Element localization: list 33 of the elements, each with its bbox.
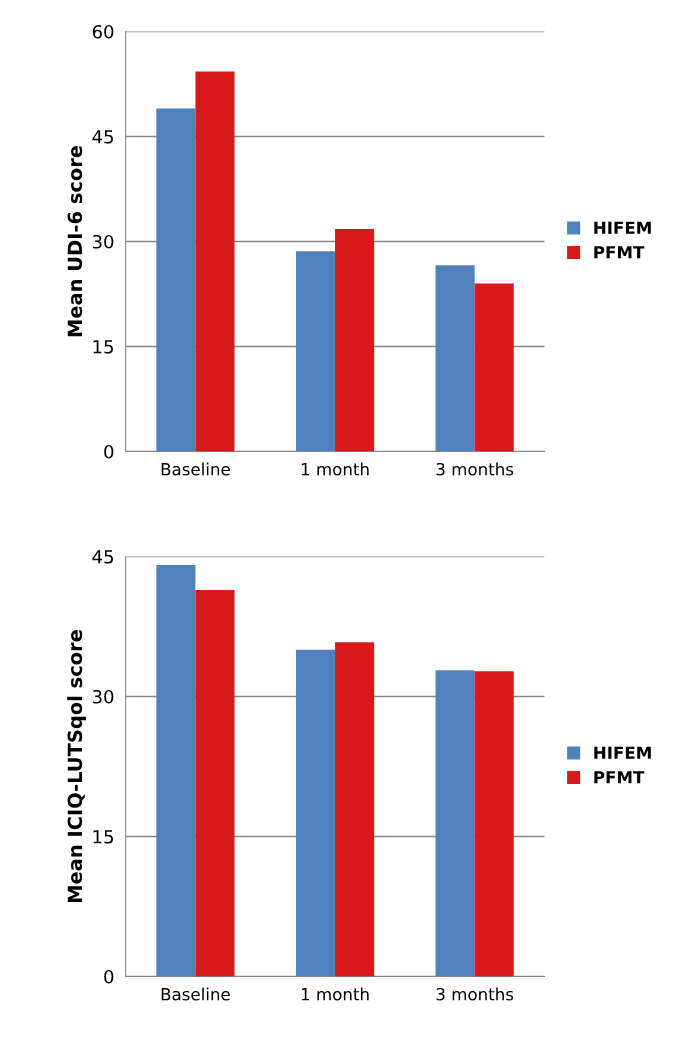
- bar: [335, 642, 375, 977]
- bar: [156, 564, 196, 977]
- x-tick-label: 1 month: [301, 462, 369, 476]
- y-axis-title: Mean UDI-6 score: [67, 145, 83, 337]
- y-tick-label: 45: [92, 130, 113, 144]
- x-tick-label: Baseline: [161, 987, 230, 1001]
- y-tick-label: 60: [92, 24, 114, 39]
- y-axis-title: Mean ICIQ-LUTSqol score: [67, 630, 86, 903]
- legend-label: HIFEM: [594, 221, 651, 234]
- bar: [195, 590, 235, 977]
- y-tick-label: 0: [104, 444, 114, 459]
- y-tick-label: 30: [92, 689, 114, 704]
- y-tick-label: 30: [92, 234, 114, 249]
- bar: [195, 71, 235, 452]
- bar: [335, 228, 375, 452]
- x-tick-label: 3 months: [436, 462, 514, 476]
- legend-label: HIFEM: [594, 746, 651, 759]
- legend-label: PFMT: [594, 246, 645, 259]
- bar: [295, 649, 336, 977]
- bar: [295, 251, 336, 452]
- bar: [474, 671, 514, 977]
- bar: [435, 265, 475, 452]
- legend-label: PFMT: [594, 771, 645, 784]
- y-tick-label: 15: [93, 340, 113, 354]
- x-tick-label: 3 months: [436, 987, 514, 1001]
- y-tick-label: 45: [92, 550, 113, 564]
- y-tick-label: 15: [93, 830, 113, 844]
- y-tick-label: 0: [104, 969, 114, 984]
- x-tick-label: Baseline: [161, 462, 230, 476]
- bar: [474, 283, 514, 452]
- bar: [156, 108, 196, 452]
- bar: [435, 670, 475, 977]
- x-tick-label: 1 month: [301, 987, 369, 1001]
